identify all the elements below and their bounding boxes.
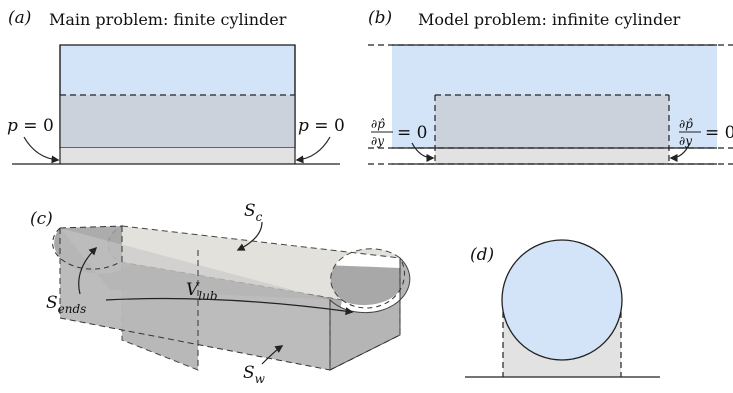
svg-text:∂p̂: ∂p̂ [679, 117, 693, 131]
left-derivative-bc: ∂p̂ ∂y = 0 [371, 117, 427, 148]
panel-a-tag: (a) [8, 8, 31, 28]
cylinder-surface [107, 225, 402, 301]
lubrication-gap [60, 95, 295, 148]
model-gap-region [435, 95, 669, 148]
svg-text:∂p̂: ∂p̂ [371, 117, 385, 131]
right-bc-arrow [295, 136, 331, 164]
model-film-region [435, 148, 669, 164]
svg-text:∂y: ∂y [679, 134, 692, 148]
svg-text:= 0: = 0 [397, 123, 427, 143]
panel-d: (d) [465, 239, 660, 378]
arrow-to-cylinder [236, 221, 263, 251]
label-surface-wall: Sw [243, 363, 266, 386]
panel-c-tag: (c) [30, 209, 53, 229]
svg-text:∂y: ∂y [371, 134, 384, 148]
panel-d-tag: (d) [470, 245, 494, 265]
right-derivative-arrow [669, 142, 691, 162]
right-bc-label: p = 0 [298, 116, 345, 136]
panel-a: (a) Main problem: finite cylinder p = 0 … [7, 8, 345, 165]
box-edges [59, 225, 401, 371]
panel-b-title: Model problem: infinite cylinder [418, 10, 681, 29]
panel-a-title: Main problem: finite cylinder [49, 10, 287, 29]
svg-text:= 0: = 0 [705, 123, 733, 143]
left-derivative-arrow [411, 142, 435, 162]
cylinder-cross-section [501, 239, 623, 361]
arrow-to-wall [261, 345, 284, 365]
arrow-ends-left [78, 246, 98, 295]
left-bc-label: p = 0 [7, 116, 54, 136]
right-end-arc [341, 257, 405, 309]
left-bc-arrow [23, 136, 60, 164]
label-surface-cylinder: Sc [244, 201, 263, 224]
panel-c: (c) Sc Vlub Sends Sw [30, 201, 411, 386]
panel-b-tag: (b) [368, 8, 392, 28]
arrow-ends-right [105, 297, 354, 316]
right-end-face [329, 257, 411, 371]
film-region [60, 148, 295, 164]
left-end-arc [52, 227, 121, 270]
label-surface-ends: Sends [46, 293, 86, 316]
panel-b: (b) Model problem: infinite cylinder ∂p̂… [368, 8, 733, 165]
